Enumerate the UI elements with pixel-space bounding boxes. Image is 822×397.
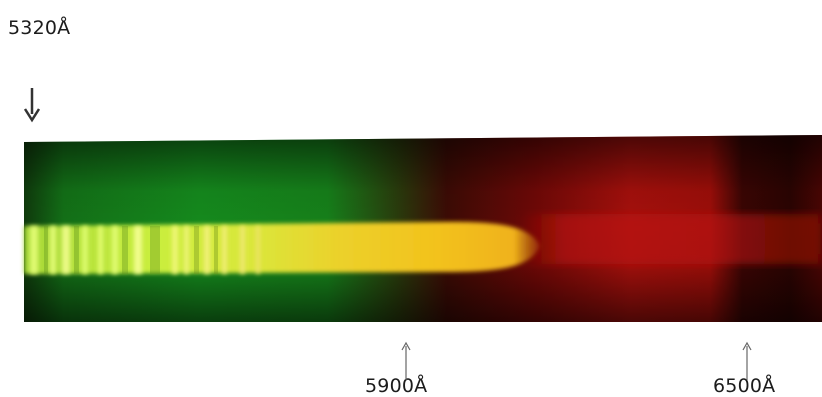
wavelength-label-5900: 5900Å: [365, 375, 428, 397]
arrow-down-icon: [23, 88, 41, 123]
emission-band: [24, 221, 540, 274]
wavelength-label-6500: 6500Å: [713, 375, 776, 397]
wavelength-label-5320: 5320Å: [8, 17, 71, 39]
arrow-up-icon: [401, 341, 411, 380]
emission-lines: [30, 226, 260, 274]
arrow-up-icon: [742, 341, 752, 380]
